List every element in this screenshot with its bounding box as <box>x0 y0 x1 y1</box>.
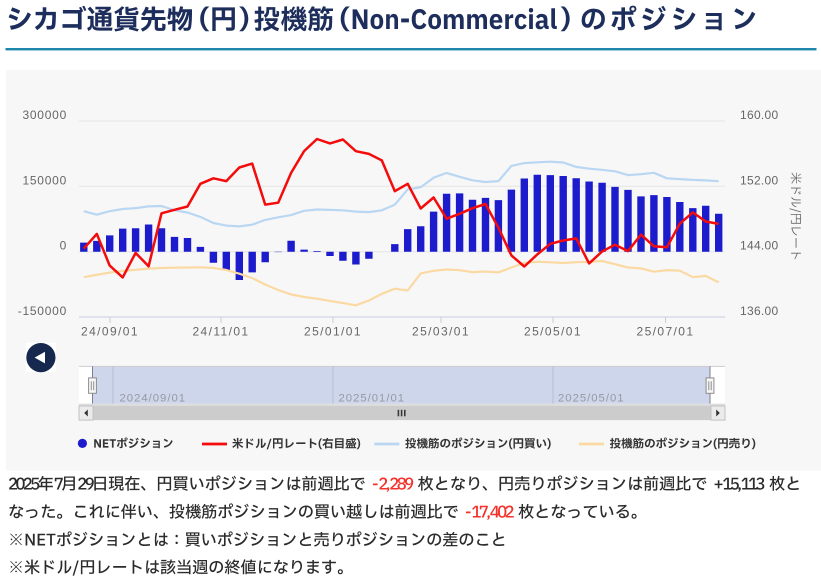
svg-text:25/03/01: 25/03/01 <box>412 325 470 339</box>
svg-text:25/05/01: 25/05/01 <box>524 325 582 339</box>
svg-text:136.00: 136.00 <box>740 304 779 318</box>
svg-text:24/09/01: 24/09/01 <box>81 325 139 339</box>
svg-text:160.00: 160.00 <box>740 108 779 122</box>
svg-text:2025/05/01: 2025/05/01 <box>558 392 625 404</box>
svg-text:2025/01/01: 2025/01/01 <box>339 392 406 404</box>
svg-text:300000: 300000 <box>22 108 67 122</box>
svg-text:0: 0 <box>60 239 67 253</box>
svg-text:144.00: 144.00 <box>740 239 779 253</box>
svg-text:25/07/01: 25/07/01 <box>637 325 695 339</box>
svg-text:24/11/01: 24/11/01 <box>192 325 249 339</box>
svg-text:-150000: -150000 <box>18 304 67 318</box>
svg-text:150000: 150000 <box>22 173 67 187</box>
svg-text:152.00: 152.00 <box>740 173 779 187</box>
svg-text:2024/09/01: 2024/09/01 <box>120 392 187 404</box>
svg-text:25/01/01: 25/01/01 <box>304 325 362 339</box>
